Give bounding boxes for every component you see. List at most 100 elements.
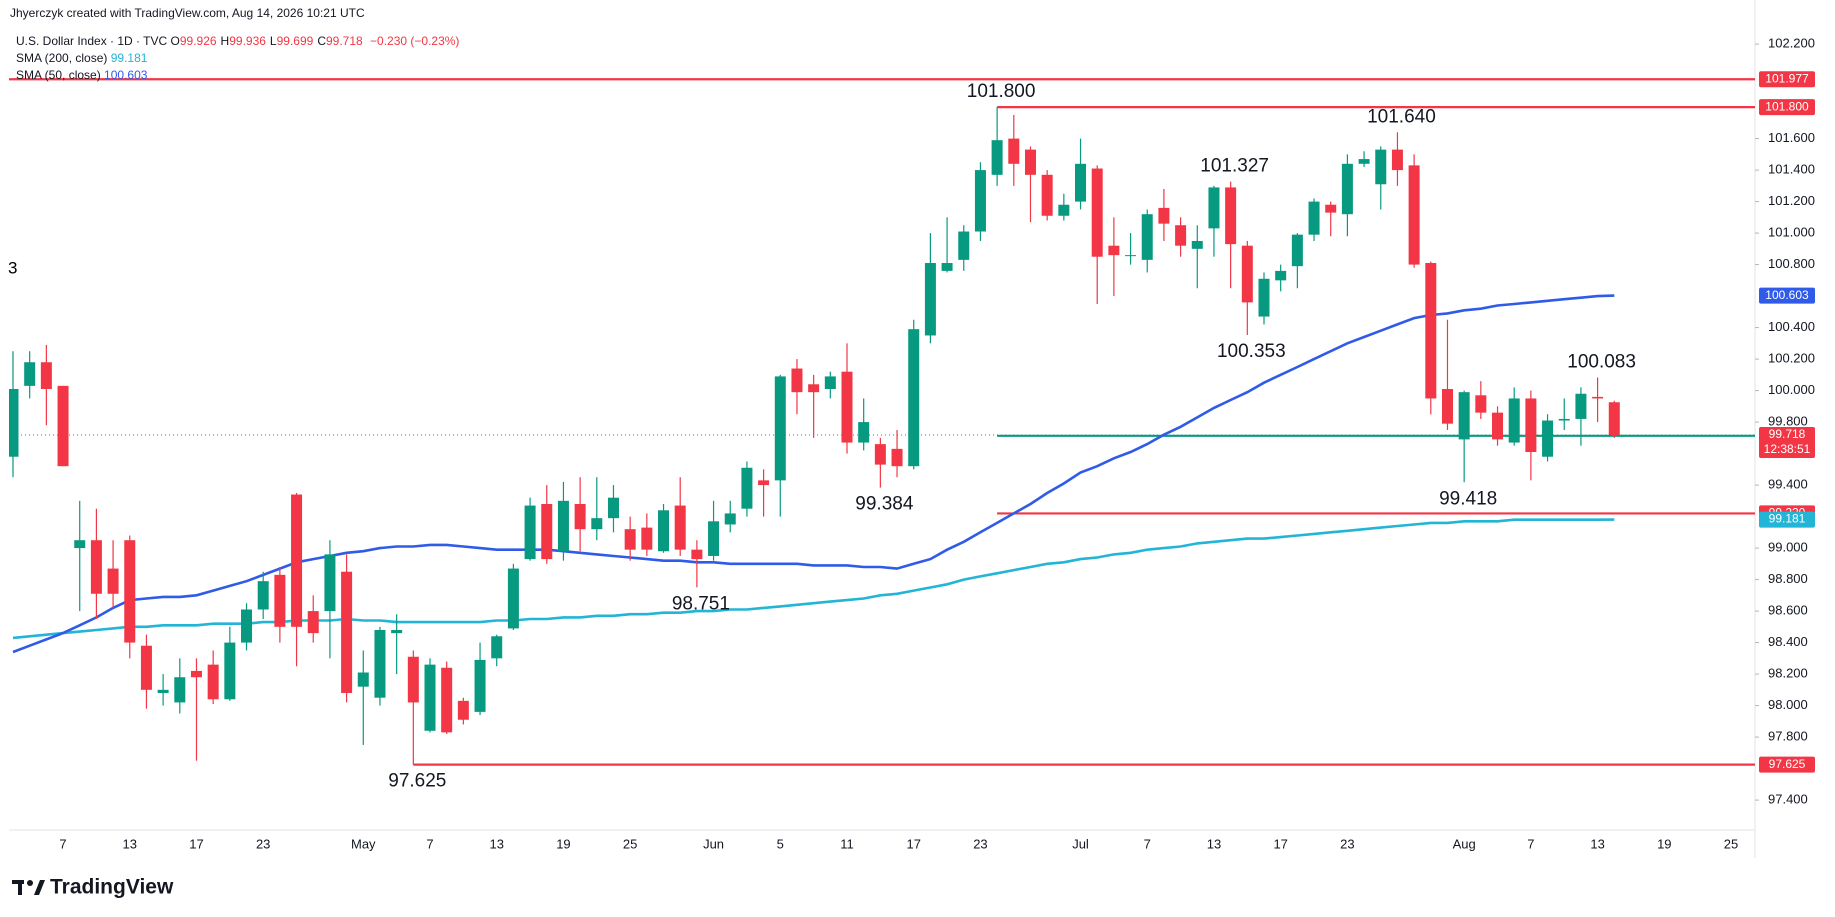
candle-body [1358,159,1370,164]
price-annotation: 97.625 [388,771,446,792]
candle-body [407,656,419,703]
y-tick-label: 102.200 [1768,36,1815,51]
x-tick-label: 23 [1340,836,1354,851]
candle-body [1525,398,1537,453]
sma-value: 100.603 [104,68,148,82]
y-tick-label: 101.400 [1768,162,1815,177]
candle-body [157,689,169,693]
candle-body [1608,402,1620,436]
x-tick-label: 17 [906,836,920,851]
candle-body [74,540,86,549]
candle-body [858,422,870,443]
x-tick-label: 23 [973,836,987,851]
candle-body [1208,187,1220,229]
candle-body [391,629,403,634]
price-box-label: 100.603 [1765,288,1809,302]
x-tick-label: Aug [1453,836,1476,851]
candle-body [491,636,503,659]
ohlc-key: O [170,34,180,48]
candle-body [374,629,386,698]
y-tick-label: 100.200 [1768,351,1815,366]
ohlc-values: O99.926 H99.936 L99.699 C99.718 [171,34,367,48]
x-tick-label: 13 [1590,836,1604,851]
sma-name: SMA (200, close) [16,51,108,65]
y-tick-label: 98.400 [1768,634,1808,649]
candle-body [1291,234,1303,267]
candle-body [791,368,803,393]
candle-body [1308,201,1320,235]
candle-body [941,263,953,271]
price-annotation: 99.384 [855,494,914,515]
x-tick-label: 25 [623,836,637,851]
price-annotation: 98.751 [672,593,730,614]
candle-body [140,645,152,690]
price-box [1759,99,1815,116]
y-tick-label: 99.400 [1768,477,1808,492]
candle-body [991,140,1003,175]
symbol: U.S. Dollar Index · 1D · TVC [16,34,168,48]
price-box [1759,71,1815,88]
candle-body [1542,420,1554,457]
ohlc-key: C [317,34,326,48]
candle-body [124,540,136,643]
candle-body [1475,395,1487,413]
candle-body [1508,398,1520,443]
y-tick-label: 99.000 [1768,540,1808,555]
candle-body [541,503,553,560]
price-annotation: 101.640 [1367,106,1436,127]
candle-body [641,527,653,550]
y-tick-label: 100.000 [1768,382,1815,397]
x-tick-label: 13 [489,836,503,851]
ohlc-value: 99.699 [276,34,314,48]
candle-body [574,503,586,530]
candle-body [341,571,353,693]
candle-body [241,609,253,643]
sma-name: SMA (50, close) [16,68,101,82]
sma-legend: SMA (50, close) 100.603 [16,68,147,82]
y-tick-label: 100.800 [1768,256,1815,271]
candle-body [107,568,119,594]
candle-body [24,362,36,386]
candle-body [874,444,886,465]
price-annotation: 100.353 [1217,341,1286,362]
price-box [1759,287,1815,304]
brand-name: TradingView [50,876,174,899]
candle-body [1075,163,1087,202]
candle-body [1458,392,1470,440]
x-tick-label: 5 [777,836,784,851]
x-tick-label: 11 [840,836,854,851]
ohlc-value: 99.936 [229,34,266,48]
candle-body [1341,163,1353,215]
price-box-label: 101.977 [1765,71,1809,85]
candle-body [958,231,970,260]
clipped-label: 3 [8,258,17,277]
price-box-label: 101.800 [1765,99,1809,113]
candle-body [424,664,436,731]
candle-body [1058,204,1070,216]
change: −0.230 (−0.23%) [370,34,460,48]
x-tick-label: 17 [1273,836,1287,851]
candle-body [708,521,720,556]
candle-body [40,362,52,390]
price-box-label: 97.625 [1769,757,1806,771]
symbol-legend: U.S. Dollar Index · 1D · TVC O99.926 H99.… [16,34,459,48]
candle-body [207,664,219,700]
candle-body [691,549,703,560]
candle-body [741,467,753,509]
candle-body [224,642,236,700]
candle-body [1041,174,1053,216]
candle-body [591,518,603,530]
ohlc-value: 99.926 [179,34,217,48]
ohlc-value: 99.718 [325,34,363,48]
candle-body [441,667,453,733]
candle-body [1091,168,1103,257]
candle-body [1592,396,1604,399]
candle-body [1158,207,1170,224]
candle-body [1225,187,1237,245]
candle-body [1258,278,1270,317]
brand-logo: TradingView [12,876,174,899]
ohlc-key: L [269,34,277,48]
x-tick-label: 19 [556,836,570,851]
candle-body [908,329,920,467]
